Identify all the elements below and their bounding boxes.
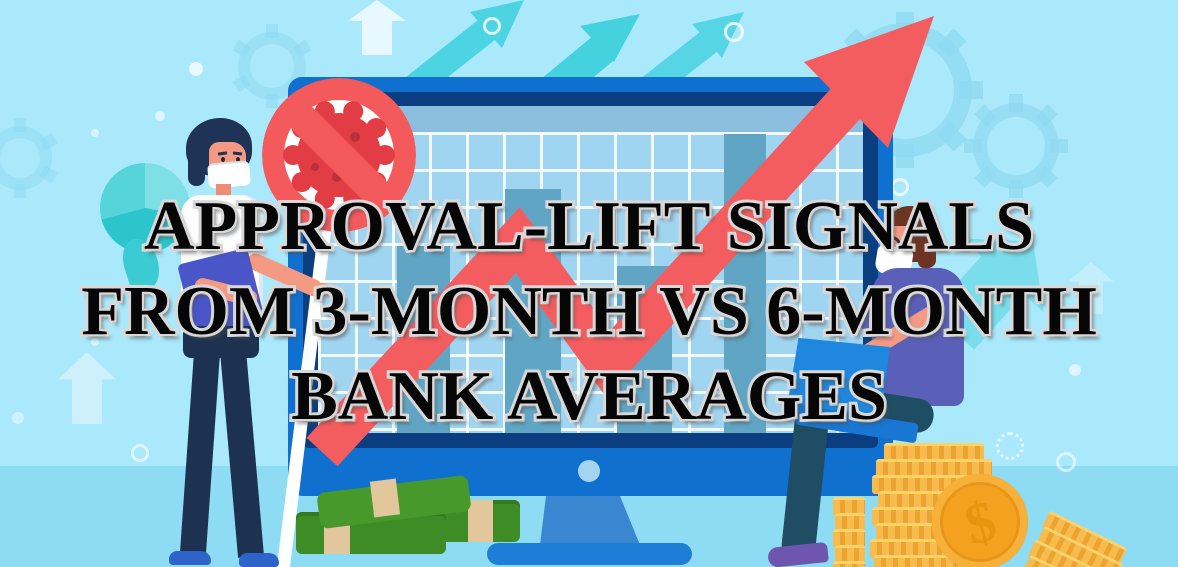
dollar-coin-icon: $ — [932, 474, 1028, 567]
coin-layer — [876, 459, 992, 478]
person-shoe — [239, 553, 279, 567]
background-ring — [724, 22, 744, 42]
background-ring — [1056, 452, 1076, 472]
person-eye — [221, 157, 225, 162]
background-dot — [91, 129, 99, 137]
gear-icon — [232, 24, 312, 108]
background-ring — [996, 432, 1024, 460]
coin-layer — [833, 529, 865, 548]
money-band — [468, 500, 493, 542]
background-dot — [189, 62, 203, 76]
person-neck — [216, 184, 231, 198]
dollar-sign: $ — [958, 486, 1002, 558]
money-band — [369, 478, 401, 518]
monitor-camera-dot — [578, 460, 600, 482]
monitor-stand-neck — [540, 496, 640, 545]
pie-chart-icon — [100, 163, 190, 253]
person-hair — [188, 140, 205, 186]
background-dot — [155, 111, 165, 121]
background-ring — [131, 444, 149, 462]
background-dot — [12, 412, 24, 424]
coin-layer — [835, 545, 865, 564]
title-block: APPROVAL-LIFT SIGNALS FROM 3-MONTH VS 6-… — [0, 184, 1178, 439]
background-dot — [91, 338, 99, 346]
person-shoe — [169, 551, 211, 565]
background-ring — [483, 17, 501, 35]
page-title-line-1: APPROVAL-LIFT SIGNALS — [141, 185, 1037, 268]
gear-icon — [964, 94, 1068, 198]
coin-layer — [833, 561, 865, 567]
background-dot — [1069, 364, 1081, 376]
coin-layer — [835, 513, 865, 532]
page-title-line-3: BANK AVERAGES — [288, 355, 890, 438]
coin-layer — [833, 497, 865, 516]
no-virus-icon — [262, 78, 416, 232]
page-title-line-2: FROM 3-MONTH VS 6-MONTH — [78, 270, 1100, 353]
coin-layer — [884, 443, 984, 462]
person-hair — [918, 224, 936, 268]
monitor-stand-base — [487, 543, 692, 565]
person-eye — [236, 157, 240, 162]
gear-icon — [0, 118, 58, 198]
